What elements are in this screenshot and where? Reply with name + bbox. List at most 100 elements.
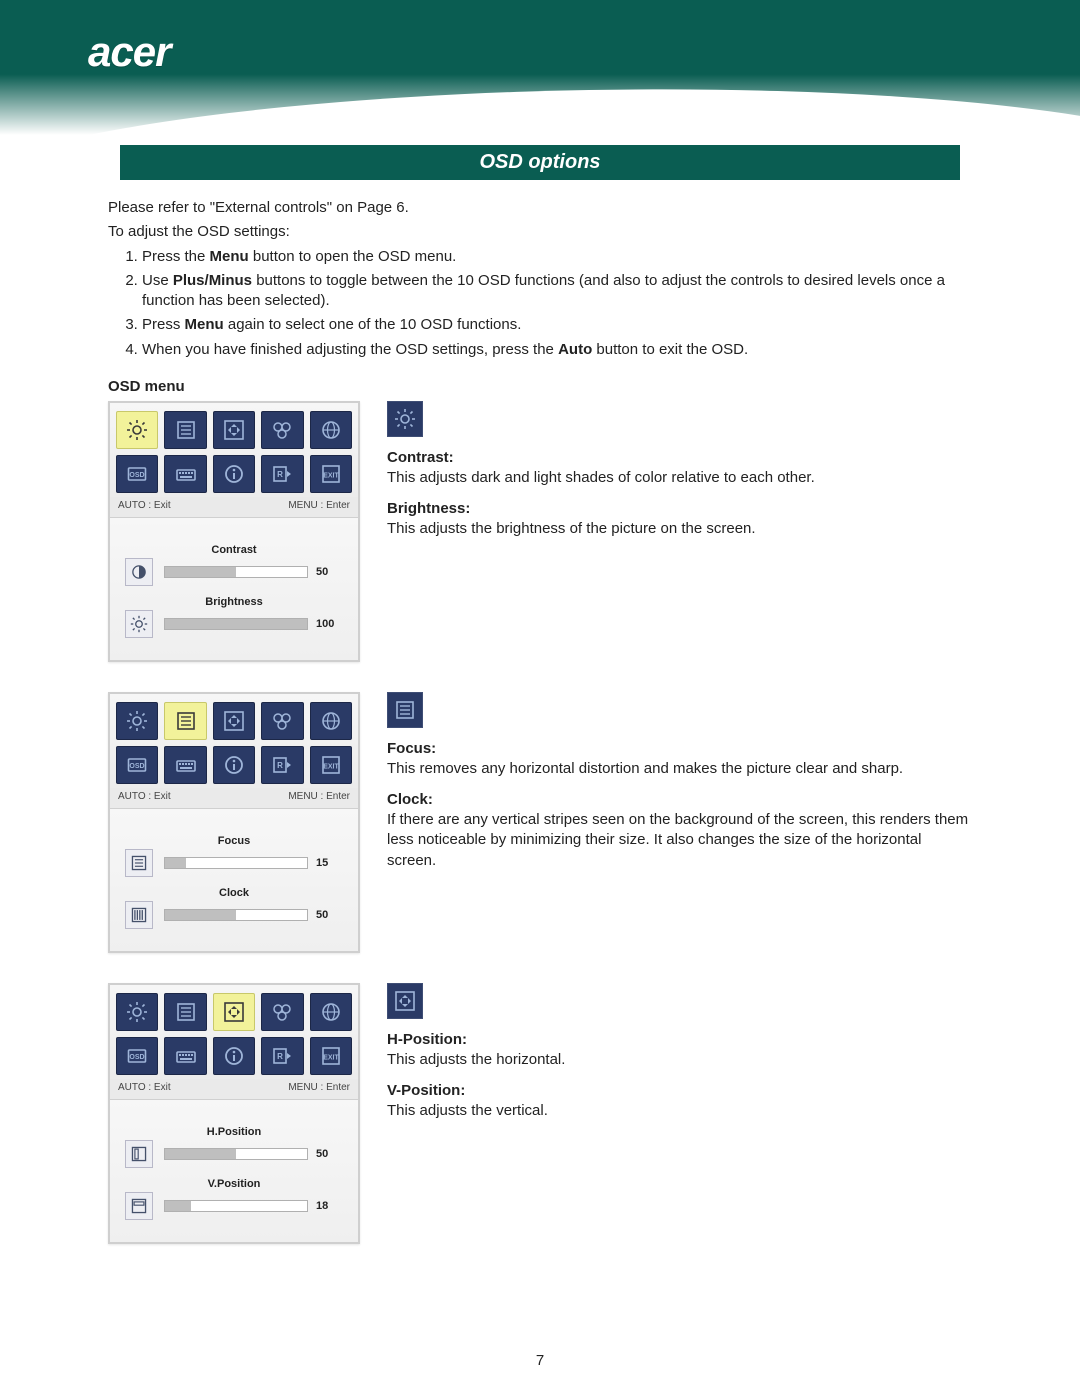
option-label: V-Position: [387, 1082, 972, 1099]
osd-icon-info[interactable] [213, 455, 255, 493]
hint-auto-exit: AUTO : Exit [118, 500, 171, 511]
osd-menu-heading: OSD menu [108, 378, 972, 395]
option-description: If there are any vertical stripes seen o… [387, 810, 972, 871]
osd-icon-color[interactable] [261, 993, 303, 1031]
option-description: This removes any horizontal distortion a… [387, 759, 972, 779]
step-2: Use Plus/Minus buttons to toggle between… [142, 271, 972, 312]
slider-track[interactable] [164, 909, 308, 921]
option-label: Clock: [387, 791, 972, 808]
osd-icon-reset[interactable] [261, 455, 303, 493]
intro-text: Please refer to "External controls" on P… [108, 198, 972, 243]
step-4: When you have finished adjusting the OSD… [142, 340, 972, 360]
slider-label: Focus [122, 835, 346, 847]
hint-menu-enter: MENU : Enter [288, 1082, 350, 1093]
vpos-icon [125, 1192, 153, 1220]
sun-icon [125, 610, 153, 638]
osd-icon-grid [110, 694, 358, 788]
osd-icon-brightness[interactable] [116, 702, 158, 740]
osd-panel: AUTO : ExitMENU : EnterH.Position50V.Pos… [108, 983, 360, 1244]
osd-icon-language[interactable] [310, 702, 352, 740]
osd-icon-keyboard[interactable] [164, 746, 206, 784]
brightness-icon [387, 401, 423, 437]
header-band: acer [0, 0, 1080, 135]
intro-line-2: To adjust the OSD settings: [108, 222, 972, 242]
osd-icon-keyboard[interactable] [164, 1037, 206, 1075]
osd-sliders: H.Position50V.Position18 [110, 1100, 358, 1242]
osd-icon-position[interactable] [213, 993, 255, 1031]
osd-hint-bar: AUTO : Exit MENU : Enter [110, 497, 358, 518]
page-number: 7 [0, 1352, 1080, 1369]
osd-icon-osd[interactable] [116, 455, 158, 493]
osd-icon-brightness[interactable] [116, 411, 158, 449]
intro-line-1: Please refer to "External controls" on P… [108, 198, 972, 218]
slider-value: 50 [316, 909, 346, 921]
focus-icon [387, 692, 423, 728]
option-description: This adjusts the vertical. [387, 1101, 972, 1121]
brand-logo: acer [88, 28, 170, 76]
slider-track[interactable] [164, 857, 308, 869]
slider-label: H.Position [122, 1126, 346, 1138]
osd-icon-exit[interactable] [310, 1037, 352, 1075]
slider-track[interactable] [164, 566, 308, 578]
osd-row: AUTO : ExitMENU : EnterFocus15Clock50Foc… [108, 692, 972, 953]
osd-icon-grid [110, 403, 358, 497]
osd-icon-focus[interactable] [164, 993, 206, 1031]
steps-list: Press the Menu button to open the OSD me… [108, 247, 972, 360]
slider-track[interactable] [164, 1148, 308, 1160]
osd-icon-reset[interactable] [261, 1037, 303, 1075]
slider-value: 18 [316, 1200, 346, 1212]
slider-label: Clock [122, 887, 346, 899]
osd-sliders: Focus 15 Clock 50 [110, 809, 358, 951]
osd-icon-keyboard[interactable] [164, 455, 206, 493]
slider-track[interactable] [164, 1200, 308, 1212]
slider-value: 15 [316, 857, 346, 869]
option-label: Contrast: [387, 449, 972, 466]
osd-panel: AUTO : ExitMENU : Enter Focus 15 Clock 50 [108, 692, 360, 953]
osd-icon-focus[interactable] [164, 411, 206, 449]
clock-icon [125, 901, 153, 929]
osd-panel-column: AUTO : ExitMENU : EnterH.Position50V.Pos… [108, 983, 363, 1244]
osd-icon-reset[interactable] [261, 746, 303, 784]
slider-label: Contrast [122, 544, 346, 556]
slider-label: Brightness [122, 596, 346, 608]
contrast-icon [125, 558, 153, 586]
hint-auto-exit: AUTO : Exit [118, 1082, 171, 1093]
osd-icon-focus[interactable] [164, 702, 206, 740]
osd-icon-position[interactable] [213, 411, 255, 449]
option-description: This adjusts the horizontal. [387, 1050, 972, 1070]
hint-menu-enter: MENU : Enter [288, 500, 350, 511]
osd-row: AUTO : ExitMENU : EnterH.Position50V.Pos… [108, 983, 972, 1244]
osd-icon-brightness[interactable] [116, 993, 158, 1031]
step-1: Press the Menu button to open the OSD me… [142, 247, 972, 267]
slider-label: V.Position [122, 1178, 346, 1190]
step-3: Press Menu again to select one of the 10… [142, 315, 972, 335]
osd-icon-osd[interactable] [116, 1037, 158, 1075]
osd-icon-language[interactable] [310, 993, 352, 1031]
slider-track[interactable] [164, 618, 308, 630]
osd-icon-position[interactable] [213, 702, 255, 740]
slider-value: 100 [316, 618, 346, 630]
osd-icon-grid [110, 985, 358, 1079]
hint-menu-enter: MENU : Enter [288, 791, 350, 802]
osd-icon-language[interactable] [310, 411, 352, 449]
osd-hint-bar: AUTO : ExitMENU : Enter [110, 788, 358, 809]
osd-panel-column: AUTO : ExitMENU : Enter Focus 15 Clock 50 [108, 692, 363, 953]
option-label: Brightness: [387, 500, 972, 517]
osd-sliders: Contrast 50 Brightness 100 [110, 518, 358, 660]
osd-icon-exit[interactable] [310, 746, 352, 784]
focus-icon [125, 849, 153, 877]
content-area: Please refer to "External controls" on P… [108, 198, 972, 1244]
option-description: This adjusts the brightness of the pictu… [387, 519, 972, 539]
page: acer OSD options Please refer to "Extern… [0, 0, 1080, 1397]
osd-icon-osd[interactable] [116, 746, 158, 784]
osd-icon-info[interactable] [213, 746, 255, 784]
slider-value: 50 [316, 566, 346, 578]
osd-icon-info[interactable] [213, 1037, 255, 1075]
osd-icon-color[interactable] [261, 411, 303, 449]
osd-icon-exit[interactable] [310, 455, 352, 493]
section-title: OSD options [120, 145, 960, 180]
osd-icon-color[interactable] [261, 702, 303, 740]
osd-description-column: Focus:This removes any horizontal distor… [387, 692, 972, 871]
osd-description-column: H-Position:This adjusts the horizontal.V… [387, 983, 972, 1122]
hpos-icon [125, 1140, 153, 1168]
